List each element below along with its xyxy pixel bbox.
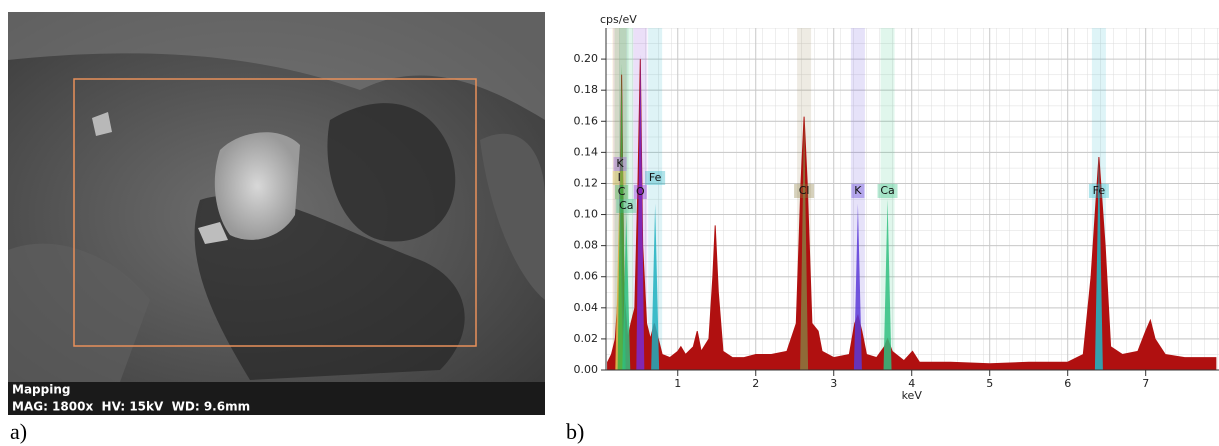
y-tick-label: 0.20 [574,52,599,65]
element-label: K [616,157,624,170]
element-label: O [636,185,645,198]
element-band [850,28,865,370]
element-label-box [616,199,637,213]
caption-info: MAG: 1800x HV: 15kV WD: 9.6mm [12,400,250,414]
panel-label: b) [566,419,584,444]
y-axis-label: cps/eV [600,13,637,26]
element-label: K [854,184,862,197]
element-label: C [618,185,626,198]
element-band [648,28,663,370]
element-peak [617,63,626,370]
element-peak [1094,157,1103,370]
element-peak [651,203,660,370]
element-label: Ca [619,199,633,212]
element-peak [800,116,809,370]
y-tick-label: 0.08 [574,239,599,252]
plot [606,28,1219,370]
x-tick-label: 2 [752,377,759,390]
element-label-box [851,184,865,198]
element-label-box [645,171,666,185]
x-tick-label: 5 [986,377,993,390]
element-label-box [1088,184,1109,198]
minor-grid [606,28,1219,370]
y-tick-label: 0.12 [574,176,599,189]
y-tick-label: 0.06 [574,270,599,283]
element-label-box [877,184,898,198]
x-tick-label: 3 [830,377,837,390]
y-tick-label: 0.14 [574,145,599,158]
element-label: Fe [1093,184,1106,197]
element-label-box [613,157,627,171]
chart: 0.00 0.02 0.04 0.06 0.08 0.10 0.12 0.14 0.16 0.18… [574,13,1219,402]
y-tick-label: 0.10 [574,208,599,221]
element-peak [853,203,862,370]
sem-image [8,12,545,415]
element-label-box [615,185,629,199]
element-peak [622,214,631,370]
element-label: I [618,171,621,184]
y-tick-label: 0.16 [574,114,599,127]
x-tick-label: 6 [1064,377,1071,390]
element-label: Ca [880,184,894,197]
y-tick-label: 0.18 [574,83,599,96]
panel-label: a) [10,419,27,444]
element-label: Fe [649,171,662,184]
element-peak [636,54,645,370]
element-label-box [612,171,626,185]
caption-title: Mapping [12,383,70,397]
element-label: Cl [799,184,810,197]
element-peak [883,199,892,370]
y-tick-label: 0.02 [574,332,599,345]
spectrum-area [607,59,1217,370]
element-label-box [794,184,815,198]
x-tick-label: 7 [1142,377,1149,390]
y-tick-label: 0.00 [574,363,599,376]
x-tick-label: 1 [674,377,681,390]
element-label-box [633,185,647,199]
x-axis-label: keV [902,389,923,402]
x-tick-label: 4 [908,377,915,390]
y-tick-label: 0.04 [574,301,599,314]
